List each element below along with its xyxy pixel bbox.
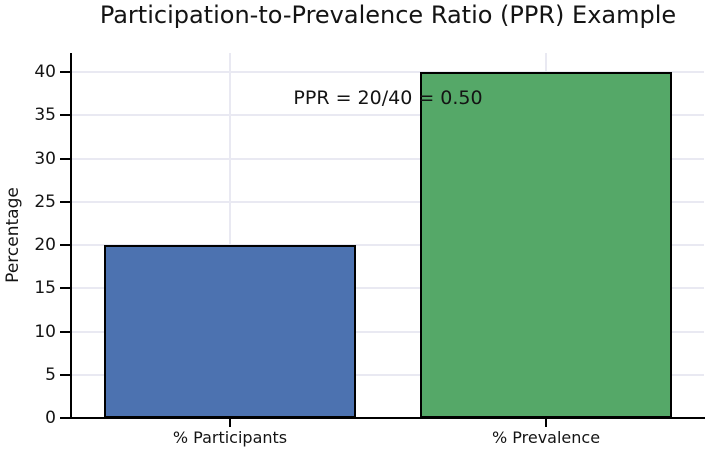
y-tick-mark: [60, 244, 72, 246]
y-tick-label: 35: [34, 105, 56, 126]
y-axis-spine: [70, 53, 72, 419]
y-tick-mark: [60, 71, 72, 74]
y-tick-label: 10: [34, 321, 56, 342]
y-tick-label: 0: [45, 408, 56, 428]
y-tick-mark: [60, 417, 72, 419]
y-tick-label: 5: [45, 364, 56, 385]
y-gridline: [72, 244, 704, 246]
y-tick-mark: [60, 287, 72, 290]
y-tick-label: 30: [34, 148, 56, 169]
y-tick-label: 25: [34, 191, 56, 212]
y-gridline: [72, 71, 704, 74]
x-gridline: [229, 53, 231, 418]
y-tick-mark: [60, 330, 72, 333]
y-gridline: [72, 373, 704, 376]
y-tick-mark: [60, 200, 72, 203]
y-tick-mark: [60, 114, 72, 117]
chart-title: Participation-to-Prevalence Ratio (PPR) …: [99, 1, 677, 29]
bar-prevalence: [420, 72, 672, 418]
annotation-ppr: PPR = 20/40 = 0.50: [293, 86, 483, 109]
x-tick-label: % Participants: [172, 428, 288, 447]
y-gridline: [72, 157, 704, 160]
x-axis-spine: [70, 417, 705, 419]
y-gridline: [72, 114, 704, 117]
y-tick-mark: [60, 373, 72, 376]
y-gridline: [72, 330, 704, 333]
y-tick-mark: [60, 157, 72, 160]
y-gridline: [72, 287, 704, 290]
x-tick-label: % Prevalence: [491, 428, 601, 447]
x-tick-mark: [545, 419, 547, 427]
y-gridline: [72, 200, 704, 203]
bar-participants: [104, 245, 356, 418]
y-tick-label: 15: [34, 278, 56, 299]
x-tick-mark: [229, 419, 231, 427]
y-tick-label: 20: [34, 235, 56, 255]
y-tick-label: 40: [34, 62, 56, 83]
